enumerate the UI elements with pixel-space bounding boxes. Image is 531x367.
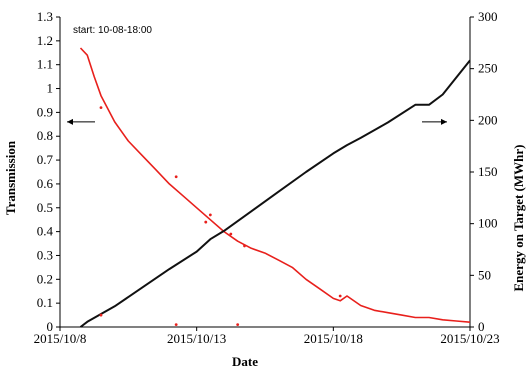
x-axis-title: Date (232, 354, 258, 367)
transmission-scatter-point (174, 323, 178, 327)
x-tick-label: 2015/10/18 (304, 331, 363, 346)
transmission-scatter-point (229, 232, 233, 236)
y-tick-label: 0.2 (37, 271, 53, 286)
x-tick-label: 2015/10/23 (440, 331, 499, 346)
series-layer (79, 47, 471, 328)
transmission-scatter-point (204, 220, 208, 224)
y-tick-label: 1.2 (37, 33, 53, 48)
y-tick-label: 0.7 (37, 152, 54, 167)
ticks-layer (56, 16, 474, 331)
right-arrow (422, 118, 447, 125)
transmission-series-line (79, 47, 471, 323)
y2-tick-label: 50 (478, 267, 491, 282)
scatter-layer (99, 106, 342, 327)
y-axis-title: Transmission (3, 140, 18, 215)
transmission-scatter-point (208, 213, 212, 217)
y2-tick-label: 100 (478, 216, 498, 231)
y-tick-label: 0 (47, 319, 54, 334)
y-tick-label: 1.3 (37, 9, 53, 24)
x-tick-label: 2015/10/8 (34, 331, 87, 346)
transmission-scatter-point (236, 323, 240, 327)
transmission-scatter-point (99, 313, 103, 317)
start-annotation: start: 10-08-18:00 (73, 25, 152, 36)
y-tick-label: 0.6 (37, 176, 54, 191)
y2-tick-label: 250 (478, 61, 498, 76)
energy-series-line (79, 59, 471, 328)
axis-arrows (67, 118, 447, 125)
transmission-scatter-point (243, 244, 246, 248)
tick-labels-layer: 0 0.1 0.2 0.3 0.4 0.5 0.6 0.7 0.8 0.9 1 1.1 1.2 1.3 0 5… (34, 9, 500, 346)
y-tick-label: 0.3 (37, 247, 53, 262)
y2-tick-label: 150 (478, 164, 498, 179)
y-tick-label: 1.1 (37, 57, 53, 72)
transmission-scatter-point (99, 106, 103, 110)
right-arrow-head (441, 118, 447, 125)
y-tick-label: 0.9 (37, 104, 53, 119)
y-tick-label: 0.1 (37, 295, 53, 310)
y2-tick-label: 300 (478, 9, 498, 24)
transmission-scatter-point (174, 175, 178, 179)
plot-area (59, 17, 471, 328)
x-tick-label: 2015/10/13 (167, 331, 226, 346)
y-tick-label: 0.5 (37, 200, 53, 215)
y2-tick-label: 0 (478, 319, 485, 334)
y-tick-label: 0.8 (37, 128, 53, 143)
transmission-scatter-point (338, 294, 342, 298)
y2-tick-label: 200 (478, 112, 498, 127)
y-tick-label: 1 (47, 81, 54, 96)
y-tick-label: 0.4 (37, 224, 54, 239)
y2-axis-title: Energy on Target (MWhr) (511, 145, 526, 292)
left-arrow-head (67, 118, 73, 125)
left-arrow (67, 118, 95, 125)
